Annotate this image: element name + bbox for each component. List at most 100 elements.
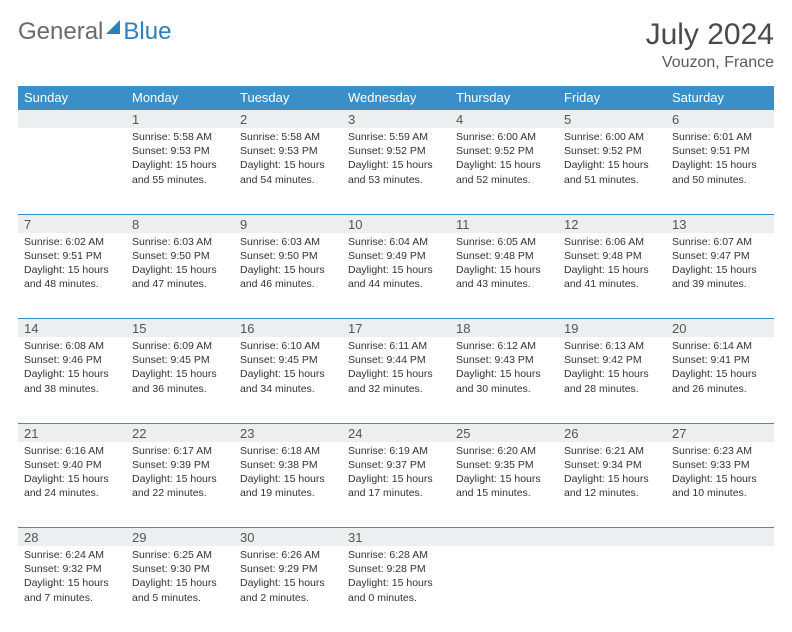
daylight-line: Daylight: 15 hours and 28 minutes.	[564, 367, 660, 395]
day-number: 21	[24, 426, 38, 441]
header: GeneralBlue July 2024 Vouzon, France	[18, 18, 774, 72]
day-content: Sunrise: 6:06 AMSunset: 9:48 PMDaylight:…	[558, 233, 666, 296]
day-content: Sunrise: 6:10 AMSunset: 9:45 PMDaylight:…	[234, 337, 342, 400]
sunset-line: Sunset: 9:53 PM	[240, 144, 336, 158]
day-number: 9	[240, 217, 247, 232]
sunset-line: Sunset: 9:33 PM	[672, 458, 768, 472]
day-cell: Sunrise: 6:25 AMSunset: 9:30 PMDaylight:…	[126, 546, 234, 632]
day-number-cell: 19	[558, 319, 666, 338]
day-content: Sunrise: 6:20 AMSunset: 9:35 PMDaylight:…	[450, 442, 558, 505]
day-content: Sunrise: 6:21 AMSunset: 9:34 PMDaylight:…	[558, 442, 666, 505]
sunrise-line: Sunrise: 6:19 AM	[348, 444, 444, 458]
week-row: Sunrise: 6:02 AMSunset: 9:51 PMDaylight:…	[18, 233, 774, 319]
week-row: Sunrise: 6:24 AMSunset: 9:32 PMDaylight:…	[18, 546, 774, 632]
daylight-line: Daylight: 15 hours and 50 minutes.	[672, 158, 768, 186]
day-number-cell: 22	[126, 423, 234, 442]
sunrise-line: Sunrise: 6:14 AM	[672, 339, 768, 353]
daylight-line: Daylight: 15 hours and 15 minutes.	[456, 472, 552, 500]
day-number: 14	[24, 321, 38, 336]
sunrise-line: Sunrise: 6:08 AM	[24, 339, 120, 353]
weekday-header: Thursday	[450, 86, 558, 110]
day-cell: Sunrise: 6:02 AMSunset: 9:51 PMDaylight:…	[18, 233, 126, 319]
sunrise-line: Sunrise: 6:07 AM	[672, 235, 768, 249]
day-cell: Sunrise: 6:01 AMSunset: 9:51 PMDaylight:…	[666, 128, 774, 214]
day-number-cell: 5	[558, 110, 666, 129]
sunrise-line: Sunrise: 6:28 AM	[348, 548, 444, 562]
day-cell: Sunrise: 6:03 AMSunset: 9:50 PMDaylight:…	[234, 233, 342, 319]
day-number: 2	[240, 112, 247, 127]
day-cell: Sunrise: 6:06 AMSunset: 9:48 PMDaylight:…	[558, 233, 666, 319]
day-content: Sunrise: 6:19 AMSunset: 9:37 PMDaylight:…	[342, 442, 450, 505]
daylight-line: Daylight: 15 hours and 12 minutes.	[564, 472, 660, 500]
day-content: Sunrise: 6:12 AMSunset: 9:43 PMDaylight:…	[450, 337, 558, 400]
day-cell: Sunrise: 6:07 AMSunset: 9:47 PMDaylight:…	[666, 233, 774, 319]
day-cell: Sunrise: 6:16 AMSunset: 9:40 PMDaylight:…	[18, 442, 126, 528]
daylight-line: Daylight: 15 hours and 44 minutes.	[348, 263, 444, 291]
weekday-header: Saturday	[666, 86, 774, 110]
daylight-line: Daylight: 15 hours and 24 minutes.	[24, 472, 120, 500]
day-content: Sunrise: 6:16 AMSunset: 9:40 PMDaylight:…	[18, 442, 126, 505]
day-number-cell	[558, 528, 666, 547]
brand-blue: Blue	[123, 18, 171, 46]
day-cell: Sunrise: 6:14 AMSunset: 9:41 PMDaylight:…	[666, 337, 774, 423]
sunrise-line: Sunrise: 6:03 AM	[132, 235, 228, 249]
daylight-line: Daylight: 15 hours and 5 minutes.	[132, 576, 228, 604]
day-number-cell	[18, 110, 126, 129]
daylight-line: Daylight: 15 hours and 17 minutes.	[348, 472, 444, 500]
sunset-line: Sunset: 9:35 PM	[456, 458, 552, 472]
brand-mark-icon	[106, 20, 120, 34]
day-content: Sunrise: 6:28 AMSunset: 9:28 PMDaylight:…	[342, 546, 450, 609]
day-cell: Sunrise: 6:11 AMSunset: 9:44 PMDaylight:…	[342, 337, 450, 423]
day-content: Sunrise: 6:17 AMSunset: 9:39 PMDaylight:…	[126, 442, 234, 505]
day-number-cell: 3	[342, 110, 450, 129]
day-number-cell: 29	[126, 528, 234, 547]
sunrise-line: Sunrise: 6:03 AM	[240, 235, 336, 249]
daylight-line: Daylight: 15 hours and 43 minutes.	[456, 263, 552, 291]
daylight-line: Daylight: 15 hours and 2 minutes.	[240, 576, 336, 604]
sunrise-line: Sunrise: 5:58 AM	[240, 130, 336, 144]
sunrise-line: Sunrise: 6:17 AM	[132, 444, 228, 458]
daylight-line: Daylight: 15 hours and 26 minutes.	[672, 367, 768, 395]
day-content: Sunrise: 5:58 AMSunset: 9:53 PMDaylight:…	[126, 128, 234, 191]
day-cell: Sunrise: 6:13 AMSunset: 9:42 PMDaylight:…	[558, 337, 666, 423]
day-number-cell: 14	[18, 319, 126, 338]
day-cell	[18, 128, 126, 214]
day-cell: Sunrise: 5:58 AMSunset: 9:53 PMDaylight:…	[234, 128, 342, 214]
day-number: 13	[672, 217, 686, 232]
daylight-line: Daylight: 15 hours and 34 minutes.	[240, 367, 336, 395]
day-number: 8	[132, 217, 139, 232]
week-row: Sunrise: 5:58 AMSunset: 9:53 PMDaylight:…	[18, 128, 774, 214]
day-number-cell: 9	[234, 214, 342, 233]
day-number-cell: 26	[558, 423, 666, 442]
sunrise-line: Sunrise: 6:21 AM	[564, 444, 660, 458]
sunrise-line: Sunrise: 6:11 AM	[348, 339, 444, 353]
day-content: Sunrise: 5:59 AMSunset: 9:52 PMDaylight:…	[342, 128, 450, 191]
sunrise-line: Sunrise: 6:18 AM	[240, 444, 336, 458]
weekday-header: Sunday	[18, 86, 126, 110]
day-number: 11	[456, 217, 470, 232]
daylight-line: Daylight: 15 hours and 46 minutes.	[240, 263, 336, 291]
day-number: 19	[564, 321, 578, 336]
day-content: Sunrise: 6:00 AMSunset: 9:52 PMDaylight:…	[450, 128, 558, 191]
daylight-line: Daylight: 15 hours and 10 minutes.	[672, 472, 768, 500]
sunset-line: Sunset: 9:44 PM	[348, 353, 444, 367]
sunset-line: Sunset: 9:52 PM	[564, 144, 660, 158]
day-number-cell	[666, 528, 774, 547]
sunset-line: Sunset: 9:48 PM	[564, 249, 660, 263]
day-number-cell: 7	[18, 214, 126, 233]
day-number: 7	[24, 217, 31, 232]
sunrise-line: Sunrise: 6:02 AM	[24, 235, 120, 249]
daynum-row: 14151617181920	[18, 319, 774, 338]
day-number: 3	[348, 112, 355, 127]
day-number: 1	[132, 112, 139, 127]
day-number-cell: 21	[18, 423, 126, 442]
day-number-cell: 23	[234, 423, 342, 442]
location: Vouzon, France	[646, 54, 774, 72]
day-cell: Sunrise: 5:58 AMSunset: 9:53 PMDaylight:…	[126, 128, 234, 214]
daylight-line: Daylight: 15 hours and 54 minutes.	[240, 158, 336, 186]
day-number: 15	[132, 321, 146, 336]
weekday-header-row: SundayMondayTuesdayWednesdayThursdayFrid…	[18, 86, 774, 110]
day-number: 6	[672, 112, 679, 127]
day-number-cell: 10	[342, 214, 450, 233]
day-content: Sunrise: 6:00 AMSunset: 9:52 PMDaylight:…	[558, 128, 666, 191]
